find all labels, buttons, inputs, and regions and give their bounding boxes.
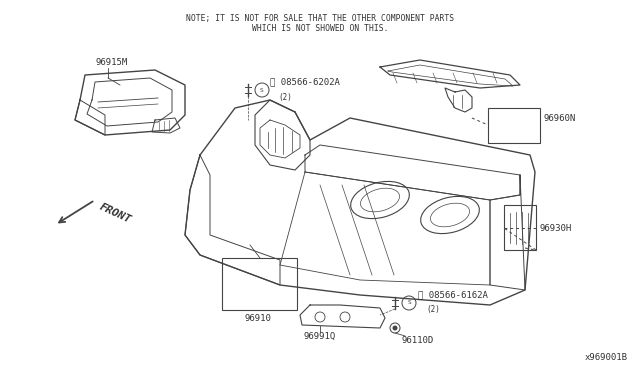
- Text: Ⓢ 08566-6202A: Ⓢ 08566-6202A: [270, 77, 340, 87]
- Text: Ⓢ 08566-6162A: Ⓢ 08566-6162A: [418, 291, 488, 299]
- Text: (2): (2): [426, 305, 440, 314]
- Bar: [222, 258, 297, 310]
- Text: 96960N: 96960N: [543, 113, 575, 122]
- Text: x969001B: x969001B: [585, 353, 628, 362]
- Bar: [488, 108, 540, 143]
- Text: 96991Q: 96991Q: [303, 332, 335, 341]
- Text: WHICH IS NOT SHOWED ON THIS.: WHICH IS NOT SHOWED ON THIS.: [252, 24, 388, 33]
- Text: 96930H: 96930H: [539, 224, 572, 232]
- Text: 96915M: 96915M: [96, 58, 128, 67]
- Text: NOTE; IT IS NOT FOR SALE THAT THE OTHER COMPONENT PARTS: NOTE; IT IS NOT FOR SALE THAT THE OTHER …: [186, 14, 454, 23]
- Text: S: S: [407, 301, 411, 305]
- Text: (2): (2): [278, 93, 292, 102]
- Text: S: S: [260, 87, 264, 93]
- Circle shape: [392, 326, 397, 330]
- Text: 96110D: 96110D: [402, 336, 435, 345]
- Bar: [504, 205, 536, 250]
- Text: 96910: 96910: [244, 314, 271, 323]
- Text: FRONT: FRONT: [98, 201, 133, 225]
